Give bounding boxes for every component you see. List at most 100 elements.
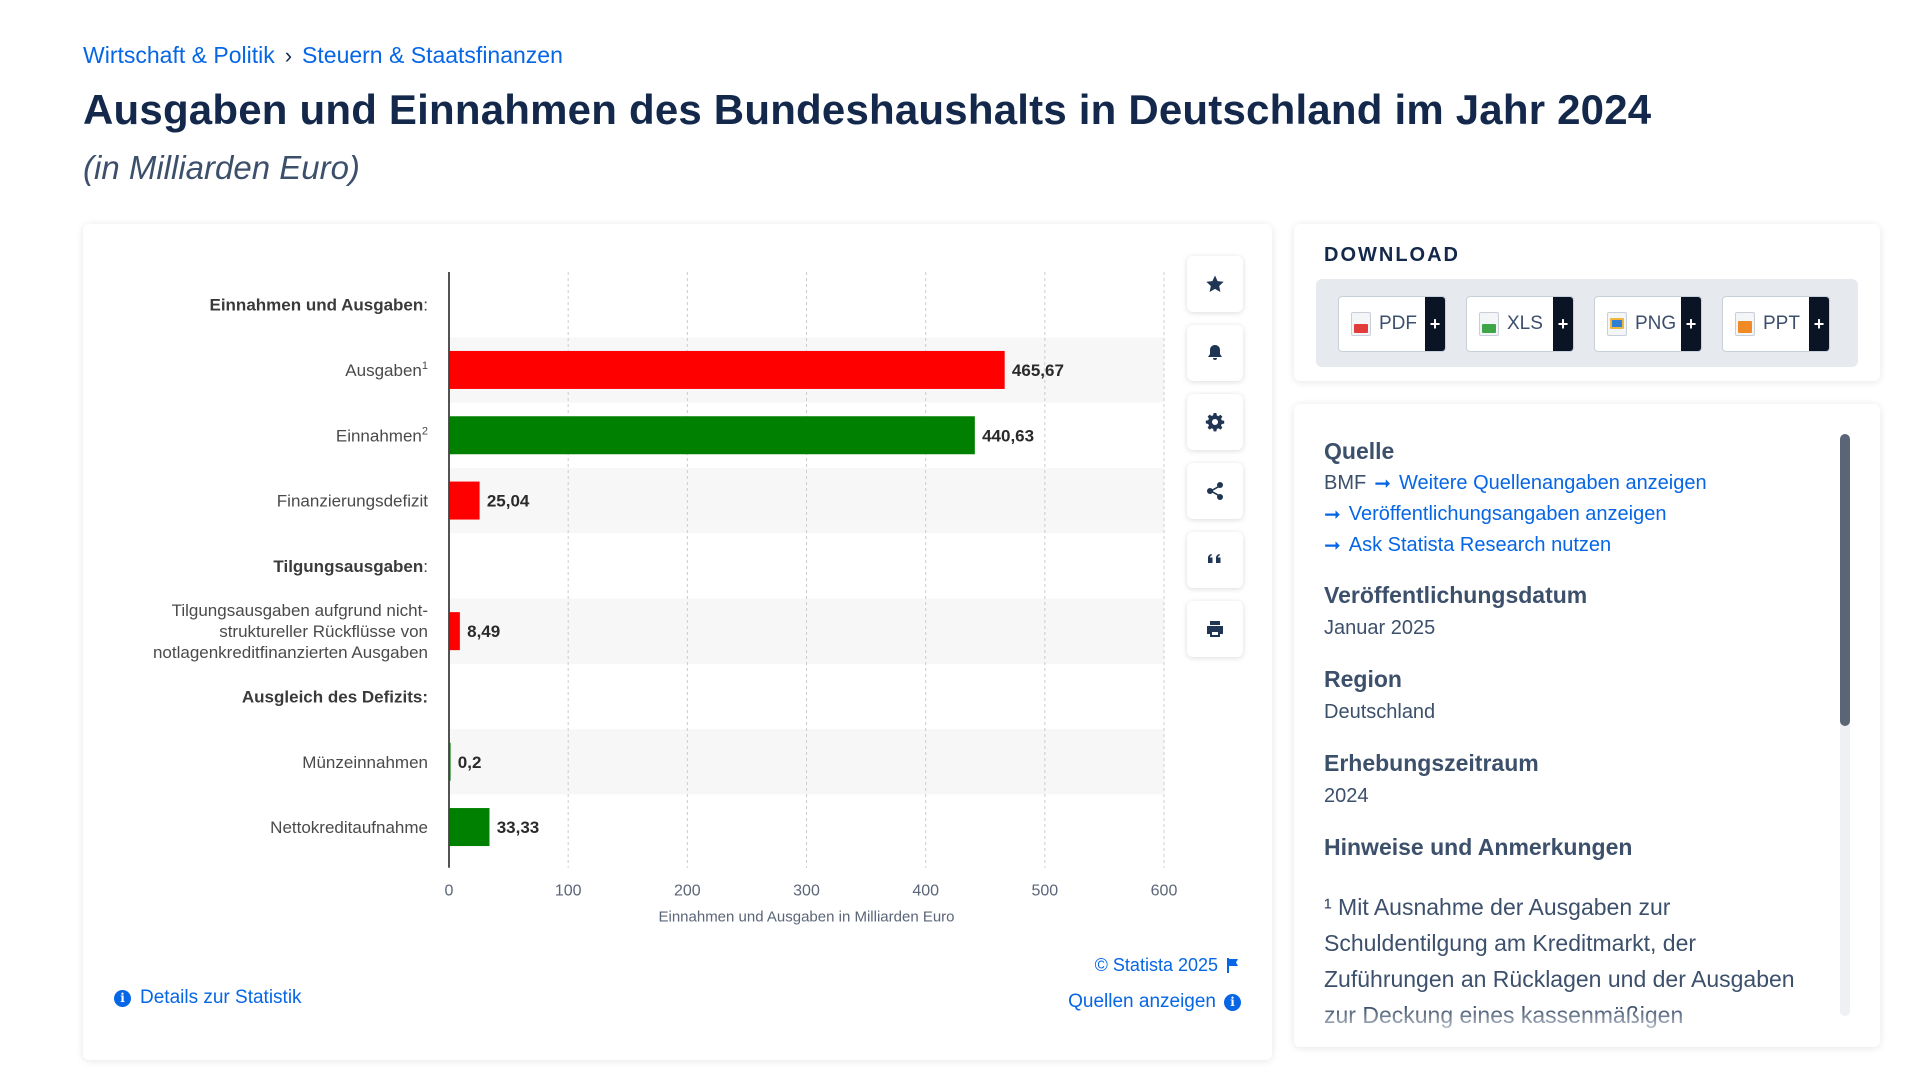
arrow-right-icon: ➞ — [1324, 535, 1341, 557]
category-label: Münzeinnahmen — [302, 753, 428, 772]
notification-button[interactable] — [1187, 325, 1243, 381]
breadcrumb-link-wirtschaft[interactable]: Wirtschaft & Politik — [83, 42, 275, 68]
quote-icon — [1208, 554, 1221, 563]
png-label: PNG — [1635, 313, 1677, 334]
region-value: Deutschland — [1324, 701, 1436, 723]
source-heading: Quelle — [1324, 438, 1395, 464]
notes-heading: Hinweise und Anmerkungen — [1324, 834, 1633, 860]
page-title: Ausgaben und Einnahmen des Bundeshaushal… — [83, 86, 1652, 133]
bar-value-label: 8,49 — [467, 622, 500, 641]
source-row: BMF ➞ Weitere Quellenangaben anzeigen — [1324, 471, 1824, 496]
download-tray: PDF + XLS + PNG + PPT + — [1316, 279, 1858, 367]
arrow-right-icon: ➞ — [1374, 473, 1391, 495]
category-header-label: Einnahmen und Ausgaben: — [209, 296, 428, 315]
share-button[interactable] — [1187, 463, 1243, 519]
publication-info-label: Veröffentlichungsangaben anzeigen — [1348, 503, 1667, 525]
share-icon — [1207, 482, 1223, 500]
plus-icon: + — [1809, 297, 1829, 351]
x-tick-label: 200 — [674, 883, 701, 900]
ppt-label: PPT — [1763, 313, 1800, 334]
bar — [449, 416, 975, 455]
flag-icon — [1227, 958, 1238, 973]
bar-value-label: 0,2 — [458, 753, 482, 772]
png-file-icon — [1607, 312, 1627, 336]
category-label: Tilgungsausgaben aufgrund nicht-struktur… — [153, 601, 428, 662]
scroll-fade — [1294, 1007, 1854, 1047]
download-ppt-button[interactable]: PPT + — [1722, 296, 1830, 352]
x-tick-label: 600 — [1151, 883, 1178, 900]
ask-research-link[interactable]: ➞ Ask Statista Research nutzen — [1324, 533, 1824, 558]
xls-file-icon — [1479, 312, 1499, 336]
info-scrollbar[interactable] — [1840, 434, 1850, 1016]
show-sources-link[interactable]: Quellen anzeigen i — [1068, 991, 1241, 1013]
bar-value-label: 25,04 — [487, 492, 530, 511]
bar-value-label: 465,67 — [1012, 361, 1064, 380]
print-button[interactable] — [1187, 601, 1243, 657]
download-title: DOWNLOAD — [1324, 244, 1460, 266]
category-label: Nettokreditaufnahme — [270, 818, 428, 837]
bar — [449, 612, 460, 651]
category-label: Ausgaben1 — [345, 360, 428, 380]
copyright-text: © Statista 2025 — [1094, 955, 1218, 975]
pdf-label: PDF — [1379, 313, 1417, 334]
x-tick-label: 300 — [793, 883, 820, 900]
info-icon: i — [1224, 993, 1241, 1011]
arrow-right-icon: ➞ — [1324, 504, 1341, 526]
chart-card: 0 100 200 300 400 500 600 Einnahmen und Ausgabe… — [83, 224, 1272, 1060]
x-tick-label: 500 — [1031, 883, 1058, 900]
scrollbar-thumb[interactable] — [1840, 434, 1850, 726]
breadcrumb-link-steuern[interactable]: Steuern & Staatsfinanzen — [302, 42, 563, 68]
category-header-label: Ausgleich des Defizits: — [242, 687, 428, 706]
breadcrumb: Wirtschaft & Politik › Steuern & Staatsf… — [83, 42, 563, 69]
source-name: BMF — [1324, 472, 1367, 494]
download-pdf-button[interactable]: PDF + — [1338, 296, 1446, 352]
settings-button[interactable] — [1187, 394, 1243, 450]
breadcrumb-separator: › — [284, 42, 293, 68]
show-sources-label: Quellen anzeigen — [1068, 991, 1216, 1012]
x-tick-label: 100 — [555, 883, 582, 900]
copyright-link[interactable]: © Statista 2025 — [1095, 955, 1239, 976]
x-axis-label: Einnahmen und Ausgaben in Milliarden Eur… — [658, 909, 954, 926]
bell-icon — [1208, 345, 1222, 360]
publication-date-heading: Veröffentlichungsdatum — [1324, 582, 1588, 608]
more-source-info-link[interactable]: Weitere Quellenangaben anzeigen — [1398, 472, 1707, 494]
statistic-details-link[interactable]: i Details zur Statistik — [114, 987, 302, 1009]
bar — [449, 742, 451, 781]
plus-icon: + — [1681, 297, 1701, 351]
publication-info-link[interactable]: ➞ Veröffentlichungsangaben anzeigen — [1324, 502, 1824, 527]
download-png-button[interactable]: PNG + — [1594, 296, 1702, 352]
gear-icon — [1205, 413, 1225, 432]
ask-research-label: Ask Statista Research nutzen — [1348, 534, 1612, 556]
category-label: Einnahmen2 — [336, 425, 428, 445]
download-xls-button[interactable]: XLS + — [1466, 296, 1574, 352]
bar — [449, 481, 480, 520]
category-header-label: Tilgungsausgaben: — [273, 557, 428, 576]
print-icon — [1207, 621, 1223, 637]
publication-date-value: Januar 2025 — [1324, 617, 1436, 639]
pdf-file-icon — [1351, 312, 1371, 336]
favorite-button[interactable] — [1187, 256, 1243, 312]
page-subtitle: (in Milliarden Euro) — [83, 149, 360, 186]
ppt-file-icon — [1735, 312, 1755, 336]
download-card: DOWNLOAD PDF + XLS + PNG + PPT + — [1294, 224, 1880, 381]
survey-period-value: 2024 — [1324, 785, 1369, 807]
region-heading: Region — [1324, 666, 1402, 692]
cite-button[interactable] — [1187, 532, 1243, 588]
bar-value-label: 440,63 — [982, 426, 1034, 445]
x-tick-label: 400 — [912, 883, 939, 900]
statistic-info-panel[interactable]: Quelle BMF ➞ Weitere Quellenangaben anze… — [1294, 404, 1880, 1047]
statistic-info-content: Quelle BMF ➞ Weitere Quellenangaben anze… — [1324, 438, 1824, 1033]
x-tick-label: 0 — [445, 883, 454, 900]
star-icon — [1206, 275, 1224, 292]
plus-icon: + — [1553, 297, 1573, 351]
statistic-details-label: Details zur Statistik — [140, 987, 302, 1008]
bar-value-label: 33,33 — [497, 818, 540, 837]
info-icon: i — [114, 989, 131, 1007]
xls-label: XLS — [1507, 313, 1543, 334]
bar — [449, 350, 1005, 389]
bar-chart: 0 100 200 300 400 500 600 Einnahmen und Ausgabe… — [153, 272, 1178, 926]
plus-icon: + — [1425, 297, 1445, 351]
bar — [449, 808, 490, 847]
survey-period-heading: Erhebungszeitraum — [1324, 750, 1539, 776]
category-label: Finanzierungsdefizit — [277, 492, 428, 511]
